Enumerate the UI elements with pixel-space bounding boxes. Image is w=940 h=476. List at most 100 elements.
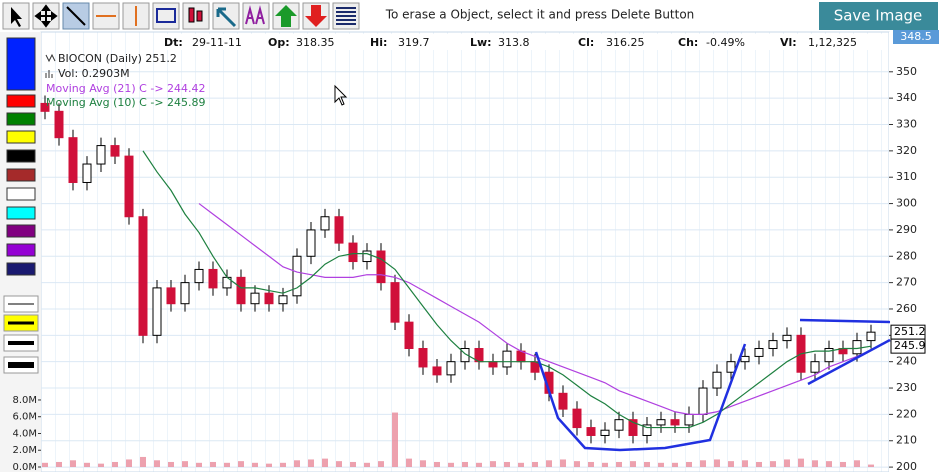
candle-body [670, 419, 680, 426]
volume-tick-label: 8.0M [12, 395, 37, 406]
volume-bar [350, 461, 356, 468]
color-swatch[interactable] [6, 224, 36, 238]
arrow-icon [11, 7, 22, 27]
volume-bar [630, 461, 636, 468]
candle-body [460, 348, 470, 363]
volume-bar [616, 461, 622, 468]
fib-tool[interactable] [242, 2, 270, 30]
info-label: Ch: [678, 36, 698, 49]
candle-body [656, 419, 666, 426]
candle-body [68, 137, 78, 183]
candle-body [572, 408, 582, 429]
candle-body [600, 429, 610, 436]
candle-body [54, 110, 64, 139]
candle-body [558, 392, 568, 410]
info-value: 313.8 [498, 36, 530, 49]
moving-averages [142, 150, 872, 429]
y-tick-label: 340 [896, 91, 917, 104]
candle-body [404, 321, 414, 350]
mouse-cursor [334, 84, 348, 106]
color-swatch[interactable] [6, 130, 36, 144]
volume-bar [434, 461, 440, 468]
volume-bar [854, 460, 860, 468]
candle-body [390, 282, 400, 323]
volume-bar [476, 462, 482, 468]
volume-bar [210, 461, 216, 468]
volume-bar [868, 464, 874, 468]
info-value: 319.7 [398, 36, 430, 49]
candle-body [418, 348, 428, 368]
candle-body [488, 361, 498, 368]
info-label: Cl: [578, 36, 594, 49]
color-swatch[interactable] [6, 187, 36, 201]
y-tick-label: 290 [896, 223, 917, 236]
volume-bar [98, 463, 104, 468]
volume-bar [714, 459, 720, 468]
candle-body [614, 419, 624, 431]
y-tick-label: 350 [896, 65, 917, 78]
color-swatch[interactable] [6, 206, 36, 220]
toolbar-message: To erase a Object, select it and press D… [385, 8, 695, 22]
legend-entry: Moving Avg (10) C -> 245.89 [46, 96, 206, 109]
volume-bar [406, 458, 412, 468]
up-arrow-icon [275, 5, 297, 27]
volume-bar [56, 461, 62, 468]
moving-average-line [198, 203, 872, 415]
volume-bar [728, 461, 734, 468]
candle-tool[interactable] [182, 2, 210, 30]
triangle-top [799, 318, 891, 324]
candle-body [264, 292, 274, 305]
y-tick-label: 240 [896, 355, 917, 368]
fib-icon [245, 5, 265, 25]
candle-body [208, 268, 218, 289]
volume-bar [602, 462, 608, 468]
volume-bar [490, 461, 496, 468]
candle-body [446, 361, 456, 376]
volume-bar [336, 461, 342, 468]
palette [0, 32, 41, 472]
info-label: Hi: [370, 36, 387, 49]
ray-icon [216, 7, 237, 28]
candle-body [334, 216, 344, 244]
info-value: 318.35 [296, 36, 335, 49]
candle-body [740, 355, 750, 363]
volume-bar [420, 460, 426, 468]
volume-bar [224, 462, 230, 468]
move-icon [34, 4, 58, 28]
candle-body [810, 361, 820, 373]
color-swatch[interactable] [6, 149, 36, 163]
volume-bar [546, 460, 552, 468]
candle-body [194, 268, 204, 284]
y-tick-label: 320 [896, 144, 917, 157]
candle-body [110, 145, 120, 157]
candle-body [236, 276, 246, 305]
price-axis [889, 32, 940, 472]
volume-bar [294, 460, 300, 468]
volume-bar [532, 461, 538, 468]
candle-body [642, 424, 652, 436]
color-swatch[interactable] [6, 112, 36, 126]
candle-body [754, 348, 764, 357]
candle-body [362, 250, 372, 263]
color-swatch[interactable] [6, 168, 36, 182]
y-tick-label: 200 [896, 460, 917, 472]
candle-body [250, 292, 260, 305]
color-swatch[interactable] [6, 243, 36, 257]
y-tick-label: 220 [896, 407, 917, 420]
save-button[interactable] [819, 2, 938, 30]
save-button-label: Save Image [834, 7, 923, 25]
candle-body [306, 229, 316, 257]
candle-body [852, 340, 862, 355]
color-swatch[interactable] [6, 94, 36, 108]
color-swatch[interactable] [6, 262, 36, 276]
current-color[interactable] [6, 37, 36, 91]
volume-bar [812, 460, 818, 468]
volume-legend-icon [45, 70, 53, 78]
candle-body [726, 361, 736, 373]
y-tick-label: 270 [896, 276, 917, 289]
candle-body [586, 427, 596, 436]
volume-bar [112, 461, 118, 468]
legend-entry: Moving Avg (21) C -> 244.42 [46, 82, 206, 95]
y-tick-label: 280 [896, 249, 917, 262]
